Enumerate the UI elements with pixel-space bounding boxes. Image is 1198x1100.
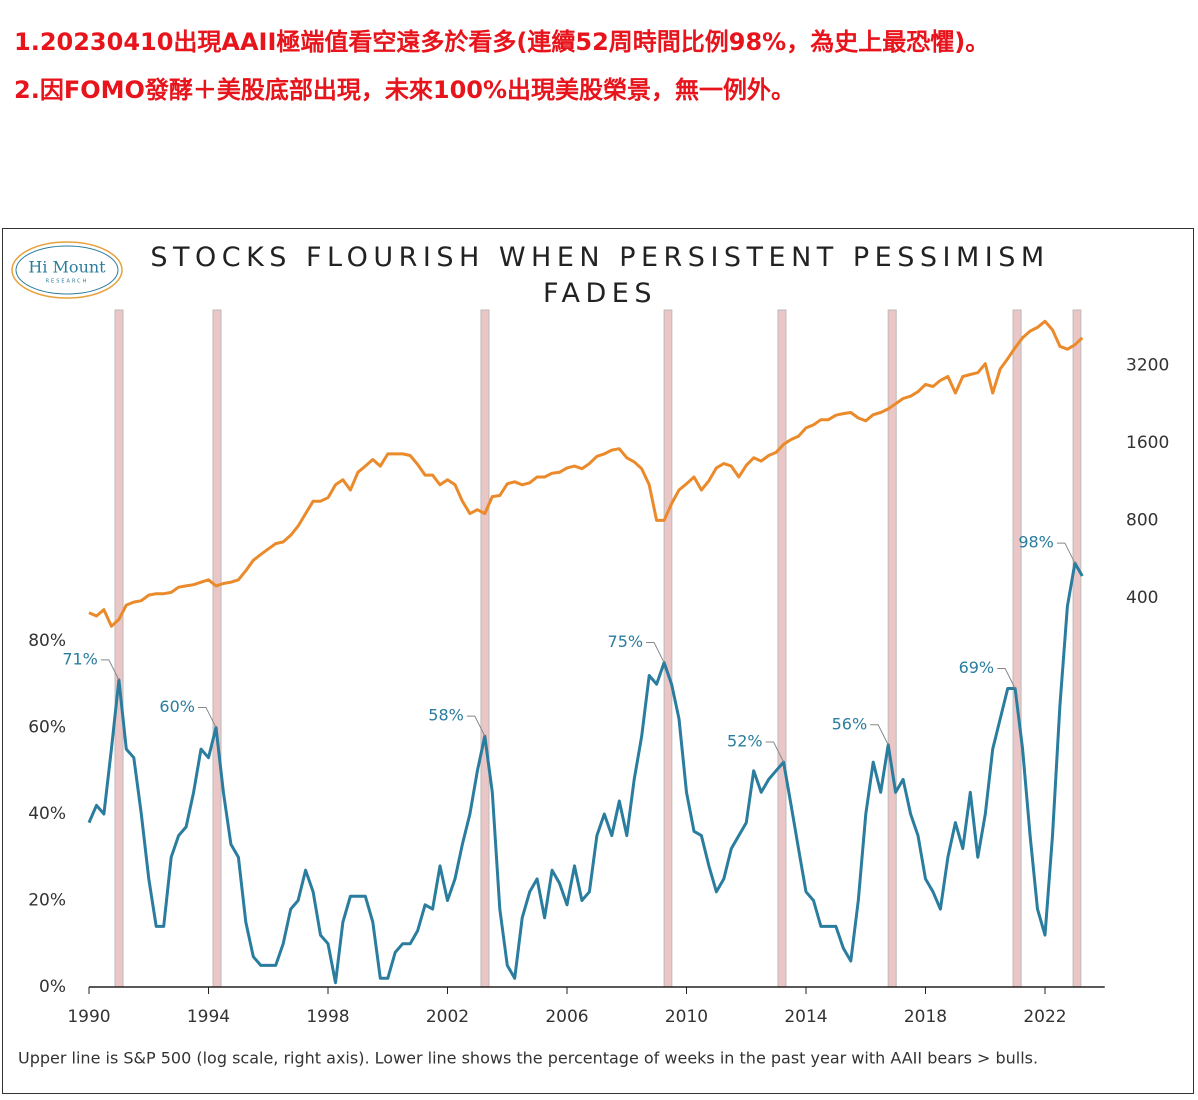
highlight-band <box>480 309 490 988</box>
annotation: 52% <box>727 732 763 751</box>
footnote: Upper line is S&P 500 (log scale, right … <box>18 1049 1038 1068</box>
annotation: 71% <box>62 649 98 668</box>
highlight-band <box>663 309 673 988</box>
y-tick-label: 0% <box>39 977 66 997</box>
highlight-band <box>1012 309 1022 988</box>
annotation: 58% <box>428 706 464 725</box>
annotation: 69% <box>959 658 995 677</box>
y-tick-label: 60% <box>28 717 66 737</box>
y2-tick-label: 800 <box>1126 510 1158 530</box>
annotation-leader <box>646 642 665 663</box>
annotation-leader <box>197 706 217 728</box>
x-tick-label: 2022 <box>1023 1007 1066 1027</box>
x-tick-label: 1998 <box>306 1007 349 1027</box>
note: 2.因FOMO發酵＋美股底部出現，未來100%出現美股榮景，無一例外。 <box>14 76 796 104</box>
highlight-band <box>1072 309 1082 988</box>
chart-title: STOCKS FLOURISH WHEN PERSISTENT PESSIMIS… <box>150 242 1050 309</box>
highlight-band <box>212 309 222 988</box>
annotation: 56% <box>832 714 868 733</box>
x-tick-label: 2010 <box>665 1007 708 1027</box>
annotation: 60% <box>159 697 195 716</box>
logo-ring <box>11 241 123 299</box>
x-tick-label: 2018 <box>904 1007 947 1027</box>
y2-tick-label: 1600 <box>1126 433 1169 453</box>
logo-ring <box>15 245 119 295</box>
chart-frame <box>2 228 1194 1094</box>
x-tick-label: 2002 <box>426 1007 469 1027</box>
annotation-leader <box>765 741 785 763</box>
series-line <box>88 319 1084 628</box>
annotation-leader <box>466 715 486 737</box>
annotation: 98% <box>1018 533 1054 552</box>
annotation-leader <box>870 724 889 745</box>
y2-tick-label: 3200 <box>1126 355 1169 375</box>
series-line <box>87 561 1084 985</box>
x-tick-label: 1994 <box>187 1007 230 1027</box>
x-tick-label: 2006 <box>545 1007 588 1027</box>
highlight-band <box>777 309 787 988</box>
annotation-leader <box>100 659 120 681</box>
y-tick-label: 40% <box>28 804 66 824</box>
y-tick-label: 80% <box>28 631 66 651</box>
x-tick-label: 2014 <box>784 1007 827 1027</box>
y-tick-label: 20% <box>28 890 66 910</box>
y2-tick-label: 400 <box>1126 588 1158 608</box>
highlight-band <box>887 309 897 988</box>
annotation-leader <box>1056 542 1076 564</box>
x-tick-label: 1990 <box>67 1007 110 1027</box>
annotation: 75% <box>608 632 644 651</box>
annotation-leader <box>997 668 1016 689</box>
logo-sub: RESEARCH <box>46 279 89 285</box>
highlight-band <box>114 309 124 988</box>
note: 1.20230410出現AAII極端值看空遠多於看多(連續52周時間比例98%，… <box>14 28 990 56</box>
logo-name: Hi Mount <box>28 258 106 277</box>
